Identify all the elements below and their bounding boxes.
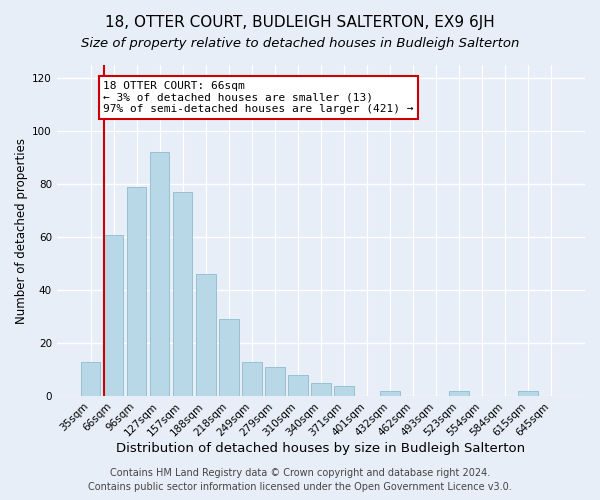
Bar (288, 375, 308, 396)
Bar (219, 320, 239, 396)
Bar (518, 391, 538, 396)
Text: Contains HM Land Registry data © Crown copyright and database right 2024.
Contai: Contains HM Land Registry data © Crown c… (88, 468, 512, 492)
Text: Size of property relative to detached houses in Budleigh Salterton: Size of property relative to detached ho… (81, 38, 519, 51)
Bar (380, 391, 400, 396)
Bar (127, 187, 146, 396)
Bar (242, 362, 262, 396)
Bar (173, 192, 193, 396)
Bar (311, 383, 331, 396)
Bar (150, 152, 169, 396)
Bar (196, 274, 215, 396)
Bar (265, 367, 284, 396)
X-axis label: Distribution of detached houses by size in Budleigh Salterton: Distribution of detached houses by size … (116, 442, 526, 455)
Bar (104, 234, 124, 396)
Bar (334, 386, 354, 396)
Bar (81, 362, 100, 396)
Text: 18 OTTER COURT: 66sqm
← 3% of detached houses are smaller (13)
97% of semi-detac: 18 OTTER COURT: 66sqm ← 3% of detached h… (103, 81, 414, 114)
Y-axis label: Number of detached properties: Number of detached properties (15, 138, 28, 324)
Text: 18, OTTER COURT, BUDLEIGH SALTERTON, EX9 6JH: 18, OTTER COURT, BUDLEIGH SALTERTON, EX9… (105, 15, 495, 30)
Bar (449, 391, 469, 396)
